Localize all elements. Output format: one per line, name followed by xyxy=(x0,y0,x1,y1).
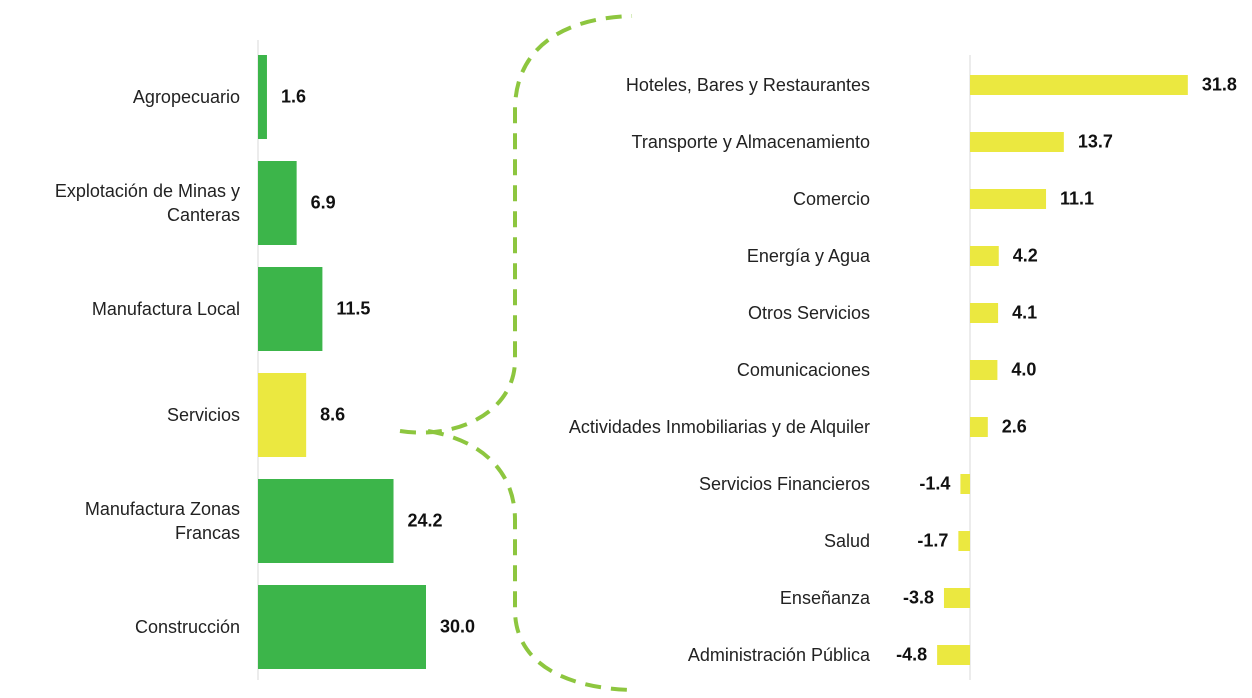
bar xyxy=(970,303,999,323)
bar xyxy=(970,417,988,437)
value-label: 11.1 xyxy=(1060,188,1095,209)
category-label: Explotación de Minas y Canteras xyxy=(54,181,240,225)
bar xyxy=(258,585,426,669)
value-label: 6.9 xyxy=(310,192,336,213)
value-label: 4.0 xyxy=(1011,359,1037,380)
value-label: 24.2 xyxy=(407,510,443,531)
value-label: -1.4 xyxy=(919,473,951,494)
value-label: 13.7 xyxy=(1077,131,1113,152)
bar xyxy=(943,588,970,608)
bar xyxy=(258,479,394,563)
bar xyxy=(958,531,970,551)
category-label: Actividades Inmobiliarias y de Alquiler xyxy=(568,417,870,437)
bar xyxy=(970,75,1188,95)
bar xyxy=(970,360,998,380)
category-label: Administración Pública xyxy=(687,645,870,665)
category-label: Otros Servicios xyxy=(747,303,870,323)
brace-lower xyxy=(427,429,633,692)
bar xyxy=(970,132,1064,152)
category-label: Servicios Financieros xyxy=(698,474,870,494)
bar xyxy=(258,267,323,351)
category-label: Comercio xyxy=(792,189,870,209)
category-label: Construcción xyxy=(134,617,240,637)
category-label: Energía y Agua xyxy=(746,246,870,266)
category-label: Manufactura Local xyxy=(91,299,240,319)
value-label: 31.8 xyxy=(1201,74,1237,95)
category-label: Servicios xyxy=(166,405,240,425)
value-label: 4.2 xyxy=(1012,245,1038,266)
value-label: -4.8 xyxy=(896,644,928,665)
value-label: 1.6 xyxy=(280,86,306,107)
category-label: Agropecuario xyxy=(132,87,240,107)
category-label: Salud xyxy=(823,531,870,551)
value-label: 8.6 xyxy=(320,404,346,425)
brace-upper xyxy=(399,14,633,435)
bar xyxy=(970,246,999,266)
value-label: 30.0 xyxy=(440,616,476,637)
value-label: 4.1 xyxy=(1012,302,1038,323)
category-label: Manufactura Zonas Francas xyxy=(84,499,240,543)
bar xyxy=(970,189,1047,209)
value-label: 2.6 xyxy=(1001,416,1027,437)
value-label: -1.7 xyxy=(917,530,949,551)
category-label: Comunicaciones xyxy=(736,360,870,380)
category-label: Enseñanza xyxy=(779,588,870,608)
value-label: 11.5 xyxy=(336,298,371,319)
category-label: Transporte y Almacenamiento xyxy=(631,132,870,152)
bar xyxy=(937,645,970,665)
bar xyxy=(258,55,267,139)
value-label: -3.8 xyxy=(902,587,934,608)
bar xyxy=(960,474,970,494)
bar xyxy=(258,373,307,457)
category-label: Hoteles, Bares y Restaurantes xyxy=(625,75,870,95)
bar xyxy=(258,161,297,245)
